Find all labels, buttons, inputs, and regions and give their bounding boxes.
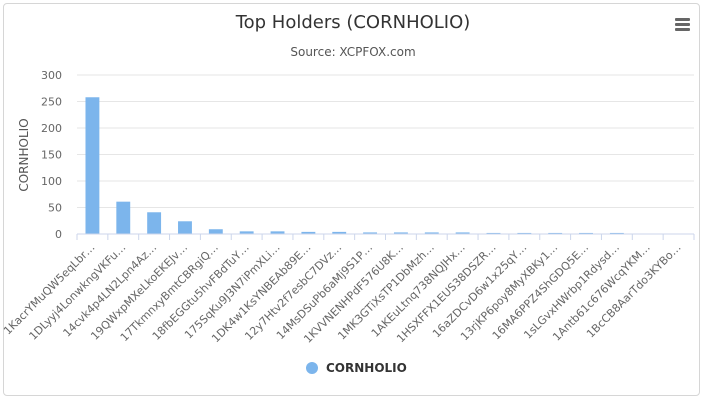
legend-marker xyxy=(306,362,318,374)
bar xyxy=(178,221,192,234)
bar xyxy=(424,232,439,234)
menu-icon[interactable] xyxy=(671,15,693,35)
x-axis-labels: 1KacrYMuQW5eqLbr…1DLyyj4LonwkngVKFu…14cv… xyxy=(1,241,684,346)
menu-icon-bar xyxy=(675,18,690,21)
x-axis-ticks xyxy=(76,234,695,240)
bar xyxy=(455,232,470,234)
menu-icon-bar xyxy=(675,28,690,31)
chart-container xyxy=(3,3,700,396)
y-tick-label: 100 xyxy=(41,175,62,188)
y-axis-title: CORNHOLIO xyxy=(17,118,31,191)
bar xyxy=(239,231,254,234)
chart-title: Top Holders (CORNHOLIO) xyxy=(235,12,471,33)
y-tick-label: 200 xyxy=(41,122,62,135)
bar-series xyxy=(85,97,686,234)
legend-label[interactable]: CORNHOLIO xyxy=(326,361,407,375)
bar xyxy=(393,232,408,234)
chart-subtitle: Source: XCPFOX.com xyxy=(290,45,415,59)
y-tick-label: 250 xyxy=(41,96,62,109)
bar xyxy=(270,231,285,234)
bar xyxy=(85,97,100,234)
bar xyxy=(609,232,624,234)
bar xyxy=(517,232,532,234)
bar xyxy=(332,231,347,234)
bar xyxy=(301,231,316,234)
y-tick-label: 300 xyxy=(41,69,62,82)
bar xyxy=(116,201,131,234)
menu-icon-bar xyxy=(675,23,690,26)
y-tick-label: 50 xyxy=(48,202,62,215)
legend[interactable]: CORNHOLIO xyxy=(306,361,407,375)
bar xyxy=(486,232,501,234)
bar xyxy=(579,232,593,234)
bar xyxy=(363,232,378,234)
y-axis-ticks: 0 50 100 150 200 250 300 xyxy=(41,69,62,241)
bar xyxy=(147,212,162,234)
y-tick-label: 0 xyxy=(55,228,62,241)
bar xyxy=(548,232,563,234)
bar xyxy=(208,229,223,234)
y-tick-label: 150 xyxy=(41,149,62,162)
y-grid xyxy=(77,74,694,208)
